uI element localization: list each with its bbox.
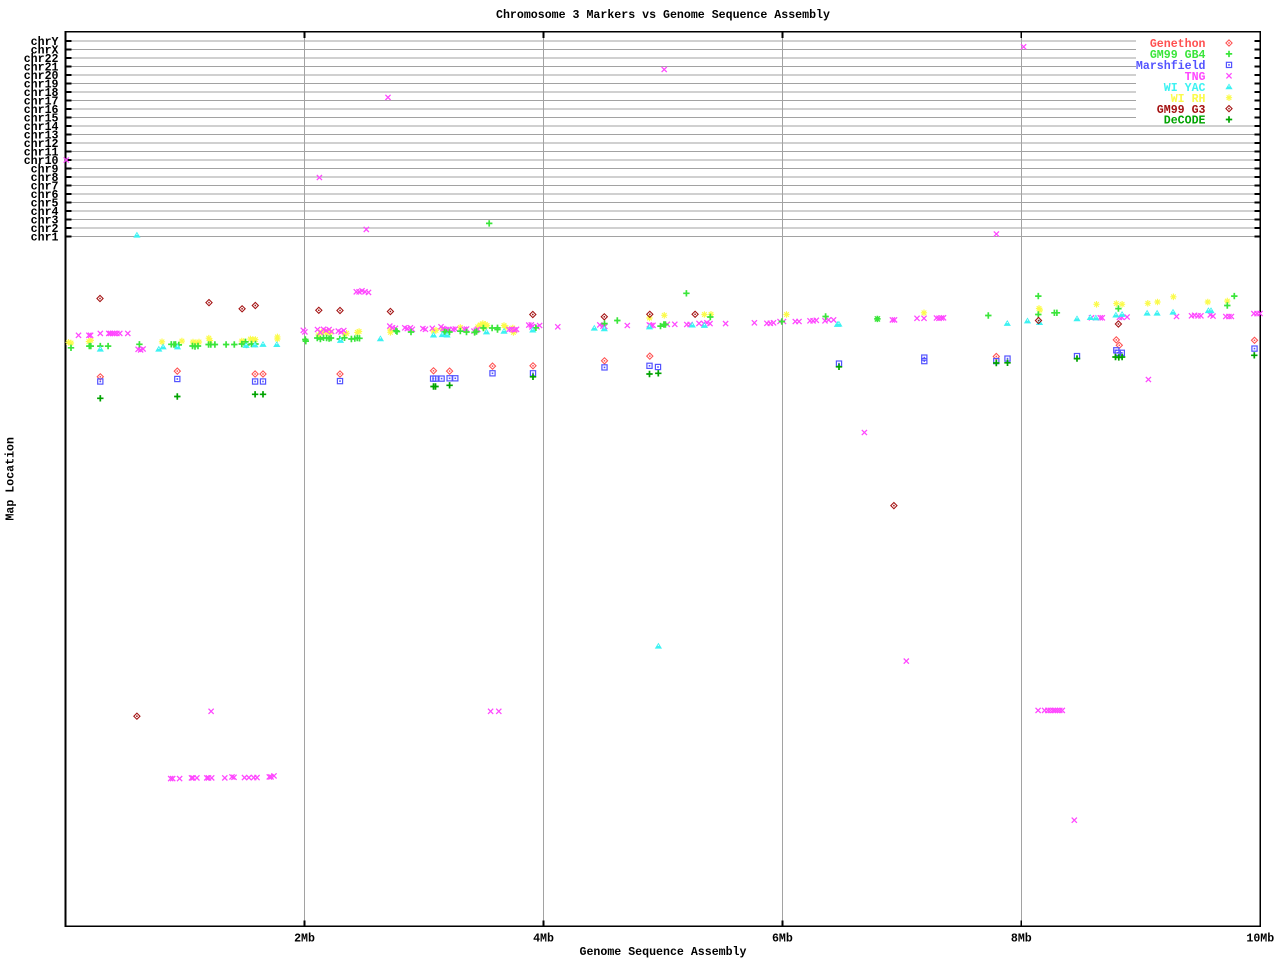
svg-text:chrX: chrX (31, 45, 59, 58)
svg-text:Genethon: Genethon (1150, 38, 1206, 51)
svg-text:chr8: chr8 (31, 172, 59, 185)
svg-text:GM99 G3: GM99 G3 (1157, 104, 1206, 117)
svg-text:Map Location: Map Location (5, 437, 18, 521)
svg-text:TNG: TNG (1185, 71, 1206, 84)
svg-text:chr21: chr21 (24, 62, 59, 75)
svg-text:6Mb: 6Mb (772, 933, 793, 946)
svg-text:chr20: chr20 (24, 70, 59, 83)
svg-text:chr22: chr22 (24, 53, 59, 66)
svg-text:8Mb: 8Mb (1011, 933, 1032, 946)
svg-text:DeCODE: DeCODE (1164, 115, 1206, 128)
svg-text:chr3: chr3 (31, 215, 59, 228)
svg-text:GM99 GB4: GM99 GB4 (1150, 49, 1206, 62)
svg-text:chr5: chr5 (31, 198, 59, 211)
svg-text:chr1: chr1 (31, 232, 59, 245)
svg-text:WI YAC: WI YAC (1164, 82, 1206, 95)
svg-text:WI RH: WI RH (1171, 93, 1206, 106)
svg-text:Marshfield: Marshfield (1136, 60, 1206, 73)
svg-text:chr10: chr10 (24, 155, 59, 168)
svg-text:Chromosome 3 Markers vs Genome: Chromosome 3 Markers vs Genome Sequence … (496, 9, 830, 22)
svg-text:chr2: chr2 (31, 223, 59, 236)
svg-text:chr17: chr17 (24, 96, 59, 109)
svg-text:chr15: chr15 (24, 113, 59, 126)
svg-text:2Mb: 2Mb (294, 933, 315, 946)
svg-text:Genome Sequence Assembly: Genome Sequence Assembly (580, 946, 747, 959)
svg-text:chr12: chr12 (24, 138, 59, 151)
svg-text:chr7: chr7 (31, 181, 59, 194)
svg-text:chr11: chr11 (24, 147, 59, 160)
svg-text:chr18: chr18 (24, 87, 59, 100)
svg-text:chr13: chr13 (24, 130, 59, 143)
svg-text:chr4: chr4 (31, 206, 59, 219)
svg-text:chr6: chr6 (31, 189, 59, 202)
svg-text:chr14: chr14 (24, 121, 59, 134)
svg-text:chr19: chr19 (24, 79, 59, 92)
svg-text:10Mb: 10Mb (1246, 933, 1274, 946)
svg-text:chr16: chr16 (24, 104, 59, 117)
svg-text:chrY: chrY (31, 36, 59, 49)
svg-text:chr9: chr9 (31, 164, 59, 177)
svg-text:4Mb: 4Mb (533, 933, 554, 946)
